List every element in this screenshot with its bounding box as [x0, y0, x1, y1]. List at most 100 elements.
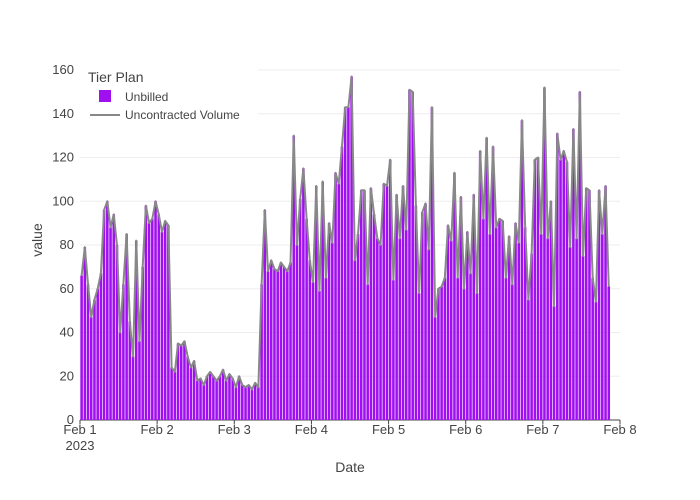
- bar: [478, 150, 482, 420]
- bar: [118, 332, 122, 420]
- bar: [543, 87, 546, 420]
- y-tick-label: 140: [52, 106, 74, 121]
- bar: [456, 277, 459, 420]
- legend-label-unbilled: Unbilled: [125, 90, 168, 104]
- y-tick-label: 20: [60, 368, 74, 383]
- bar: [369, 188, 373, 420]
- bar: [356, 234, 360, 420]
- bar: [427, 249, 431, 420]
- bar: [498, 218, 501, 420]
- bar: [321, 181, 324, 420]
- legend-item-unbilled[interactable]: Unbilled: [99, 90, 168, 104]
- bar: [112, 214, 116, 420]
- bar: [260, 284, 263, 420]
- y-tick-label: 0: [67, 412, 74, 427]
- bar: [482, 218, 485, 420]
- x-tick-year-label: 2023: [66, 438, 95, 453]
- legend-title[interactable]: Tier Plan: [88, 69, 144, 85]
- bar: [263, 210, 267, 420]
- y-tick-label: 100: [52, 193, 74, 208]
- bar: [539, 234, 543, 420]
- bar: [475, 293, 479, 420]
- bar: [221, 369, 225, 420]
- bar: [208, 371, 212, 420]
- x-tick-label: Feb 3: [218, 422, 251, 437]
- bar: [549, 201, 553, 420]
- bar: [99, 273, 103, 420]
- bar: [115, 245, 119, 420]
- bar: [141, 266, 144, 420]
- bar: [546, 238, 549, 420]
- bar: [504, 277, 508, 420]
- y-tick-label: 40: [60, 325, 74, 340]
- bar: [250, 389, 254, 420]
- bar: [289, 262, 292, 420]
- bar: [311, 282, 315, 420]
- bar: [324, 277, 328, 420]
- bar: [253, 382, 257, 420]
- bar: [340, 146, 344, 420]
- y-axis: 0 20 40 60 80 100 120 140 160: [52, 62, 74, 427]
- bar: [279, 262, 283, 420]
- bar: [485, 137, 488, 420]
- bar: [218, 376, 222, 420]
- bar: [157, 214, 161, 420]
- bar: [469, 273, 472, 420]
- bar: [212, 376, 215, 420]
- bar: [536, 157, 540, 420]
- x-tick-label: Feb 2: [141, 422, 174, 437]
- bar: [186, 356, 189, 420]
- bar: [437, 288, 440, 420]
- bar: [167, 225, 170, 420]
- bar: [565, 161, 569, 420]
- bar: [269, 260, 273, 420]
- bar: [343, 107, 347, 420]
- bar: [398, 238, 402, 420]
- bar: [224, 380, 228, 420]
- bar: [581, 255, 585, 420]
- bar: [594, 301, 598, 420]
- bar: [80, 275, 83, 420]
- y-tick-label: 80: [60, 237, 74, 252]
- bar: [170, 367, 173, 420]
- x-tick-label: Feb 6: [449, 422, 482, 437]
- bar: [517, 242, 521, 420]
- bar: [160, 231, 164, 420]
- bar: [430, 107, 434, 420]
- bar: [408, 89, 411, 420]
- legend-item-uncontracted-volume[interactable]: Uncontracted Volume: [90, 108, 240, 122]
- bar: [385, 185, 389, 420]
- line-series-uncontracted-volume: [80, 75, 610, 391]
- bar: [199, 378, 202, 420]
- bar: [404, 229, 408, 420]
- bar: [257, 387, 260, 420]
- bar: [584, 188, 588, 420]
- bar: [244, 387, 247, 420]
- series-line: [80, 75, 610, 391]
- bar: [327, 223, 331, 420]
- bar: [215, 380, 218, 420]
- bar: [578, 91, 582, 420]
- bar: [527, 299, 530, 420]
- bar: [446, 225, 450, 420]
- bar: [433, 317, 437, 420]
- bar: [607, 286, 611, 420]
- bar: [202, 385, 206, 420]
- y-tick-label: 120: [52, 150, 74, 165]
- bar: [491, 146, 495, 420]
- bar: [247, 385, 251, 420]
- bar: [601, 234, 604, 420]
- bar: [568, 247, 572, 420]
- bar: [359, 190, 363, 420]
- bar: [138, 341, 141, 420]
- bar: [511, 284, 514, 420]
- y-tick-label: 160: [52, 62, 74, 77]
- bar: [392, 280, 395, 420]
- bar: [533, 159, 537, 420]
- bar: [183, 341, 186, 420]
- bar: [234, 387, 238, 420]
- bar: [109, 227, 112, 420]
- bar: [514, 223, 517, 420]
- bar: [298, 199, 302, 420]
